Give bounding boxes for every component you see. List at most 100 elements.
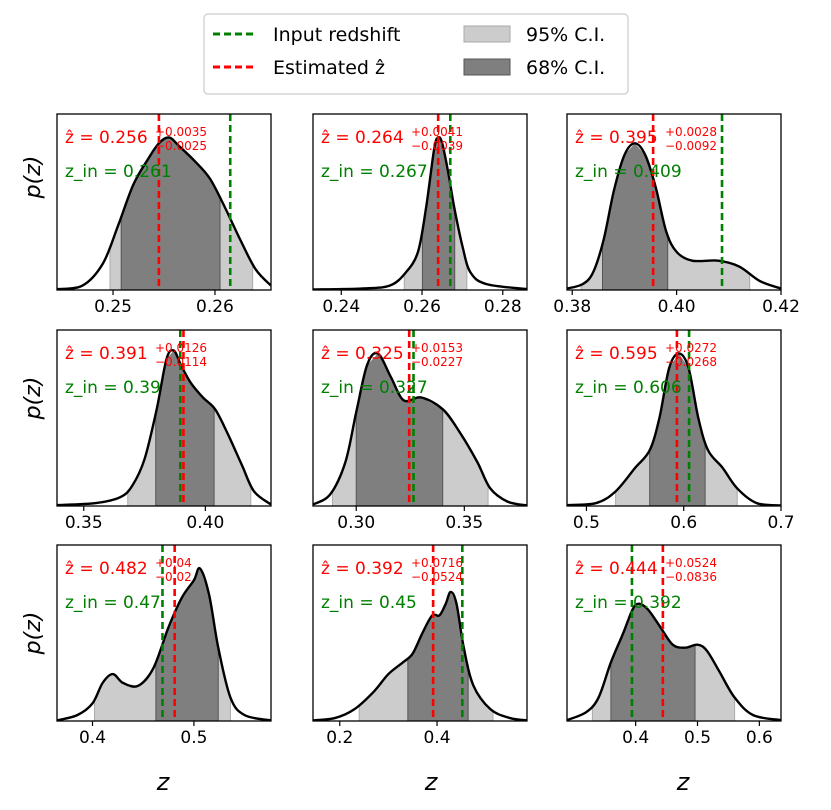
density-curve xyxy=(567,602,781,721)
zhat-minus-error: −0.0092 xyxy=(665,139,717,153)
zhat-annotation: ẑ = 0.482 xyxy=(65,559,148,579)
zhat-annotation: ẑ = 0.392 xyxy=(321,559,404,579)
zhat-annotation: ẑ = 0.395 xyxy=(575,128,658,148)
zin-annotation: z_in = 0.392 xyxy=(575,593,682,613)
x-tick-label: 0.4 xyxy=(423,728,450,748)
ylabel-row-1: p(z) xyxy=(21,156,46,200)
axes-frame xyxy=(56,544,272,722)
panel-plot-area xyxy=(313,330,527,506)
panel-3: 0.38 0.40 0.42 ẑ = 0.395 +0.0028−0.0092 z_in … xyxy=(553,113,800,317)
density-curve xyxy=(567,352,781,506)
zhat-annotation: ẑ = 0.256 xyxy=(65,128,148,148)
legend-ci95-patch xyxy=(463,25,511,43)
axes-frame xyxy=(312,113,528,291)
zhat-annotation: ẑ = 0.264 xyxy=(321,128,404,148)
legend-estimate-label: Estimated ẑ xyxy=(273,57,385,79)
x-tick-label: 0.40 xyxy=(658,297,696,317)
x-tick-label: 0.38 xyxy=(553,297,591,317)
zin-annotation: z_in = 0.45 xyxy=(321,593,417,613)
zin-annotation: z_in = 0.409 xyxy=(575,162,682,182)
x-tick-label: 0.5 xyxy=(180,728,207,748)
ci68-band xyxy=(155,569,219,721)
zhat-plus-error: +0.04 xyxy=(155,556,192,570)
ci68-band xyxy=(356,353,443,506)
zhat-annotation: ẑ = 0.595 xyxy=(575,344,658,364)
zhat-plus-error: +0.0524 xyxy=(665,556,717,570)
panel-plot-area xyxy=(57,545,271,721)
ylabel-row-3: p(z) xyxy=(21,612,46,656)
legend-input-label: Input redshift xyxy=(273,24,400,46)
density-curve xyxy=(567,142,781,290)
x-tick-label: 0.40 xyxy=(186,513,224,533)
panel-plot-area xyxy=(567,545,781,721)
x-tick-label: 0.35 xyxy=(445,513,483,533)
density-curve xyxy=(313,590,527,721)
zhat-minus-error: −0.02 xyxy=(155,570,192,584)
zhat-minus-error: −0.0039 xyxy=(411,139,463,153)
zin-annotation: z_in = 0.47 xyxy=(65,593,161,613)
zhat-plus-error: +0.0028 xyxy=(665,125,717,139)
zhat-plus-error: +0.0126 xyxy=(155,341,207,355)
x-tick-label: 0.7 xyxy=(767,513,794,533)
zhat-annotation: ẑ = 0.391 xyxy=(65,344,148,364)
zhat-minus-error: −0.0025 xyxy=(155,139,207,153)
density-curve xyxy=(57,348,271,506)
axes-frame xyxy=(566,113,782,291)
zhat-plus-error: +0.0153 xyxy=(411,341,463,355)
x-tick-label: 0.5 xyxy=(684,728,711,748)
zhat-minus-error: −0.0268 xyxy=(665,355,717,369)
ci68-band xyxy=(407,592,469,721)
panels: 0.25 0.26 ẑ = 0.256 +0.0035−0.0025 z_in = 0.… xyxy=(56,113,800,748)
panel-6: 0.5 0.6 0.7 ẑ = 0.595 +0.0272−0.0268 z_in = 0… xyxy=(566,329,795,533)
x-tick-label: 0.35 xyxy=(65,513,103,533)
zhat-plus-error: +0.0041 xyxy=(411,125,463,139)
x-tick-label: 0.42 xyxy=(762,297,800,317)
axes-frame xyxy=(312,544,528,722)
panel-9: 0.4 0.5 0.6 ẑ = 0.444 +0.0524−0.0836 z_in = 0… xyxy=(566,544,782,748)
x-tick-label: 0.28 xyxy=(484,297,522,317)
x-tick-label: 0.6 xyxy=(746,728,773,748)
x-tick-label: 0.24 xyxy=(322,297,360,317)
zin-annotation: z_in = 0.39 xyxy=(65,378,161,398)
axes-frame xyxy=(56,113,272,291)
xlabel-col-2: z xyxy=(424,768,439,796)
ci68-band xyxy=(610,603,696,721)
x-tick-label: 0.26 xyxy=(196,297,234,317)
panel-4: 0.35 0.40 ẑ = 0.391 +0.0126−0.0114 z_in = 0.… xyxy=(56,329,272,533)
panel-plot-area xyxy=(57,114,271,290)
zhat-annotation: ẑ = 0.325 xyxy=(321,344,404,364)
legend-ci95-label: 95% C.I. xyxy=(526,24,605,46)
density-curve xyxy=(313,351,527,506)
x-tick-label: 0.6 xyxy=(670,513,697,533)
zin-annotation: z_in = 0.261 xyxy=(65,162,172,182)
xlabel-col-1: z xyxy=(156,768,171,796)
panel-plot-area xyxy=(57,330,271,506)
zhat-minus-error: −0.0227 xyxy=(411,355,463,369)
axes-frame xyxy=(566,329,782,507)
zin-annotation: z_in = 0.267 xyxy=(321,162,428,182)
density-curve xyxy=(57,136,271,290)
ci68-band xyxy=(121,137,221,290)
ci68-band xyxy=(155,351,215,506)
x-tick-label: 0.2 xyxy=(326,728,353,748)
x-tick-label: 0.5 xyxy=(573,513,600,533)
zhat-minus-error: −0.0114 xyxy=(155,355,207,369)
panel-plot-area xyxy=(567,114,781,290)
legend-frame xyxy=(203,13,629,95)
legend: Input redshift Estimated ẑ 95% C.I. 68% … xyxy=(203,13,629,95)
panel-2: 0.24 0.26 0.28 ẑ = 0.264 +0.0041−0.0039 z_in … xyxy=(312,113,528,317)
x-tick-label: 0.30 xyxy=(337,513,375,533)
density-curve xyxy=(57,566,271,721)
panel-5: 0.30 0.35 ẑ = 0.325 +0.0153−0.0227 z_in = 0.… xyxy=(312,329,528,533)
panel-plot-area xyxy=(313,114,527,290)
zhat-plus-error: +0.0272 xyxy=(665,341,717,355)
axes-frame xyxy=(312,329,528,507)
x-tick-label: 0.25 xyxy=(94,297,132,317)
ci68-band xyxy=(602,143,668,290)
zhat-annotation: ẑ = 0.444 xyxy=(575,559,658,579)
panel-plot-area xyxy=(313,545,527,721)
zhat-minus-error: −0.0524 xyxy=(411,570,463,584)
x-tick-label: 0.26 xyxy=(403,297,441,317)
panel-1: 0.25 0.26 ẑ = 0.256 +0.0035−0.0025 z_in = 0.… xyxy=(56,113,272,317)
